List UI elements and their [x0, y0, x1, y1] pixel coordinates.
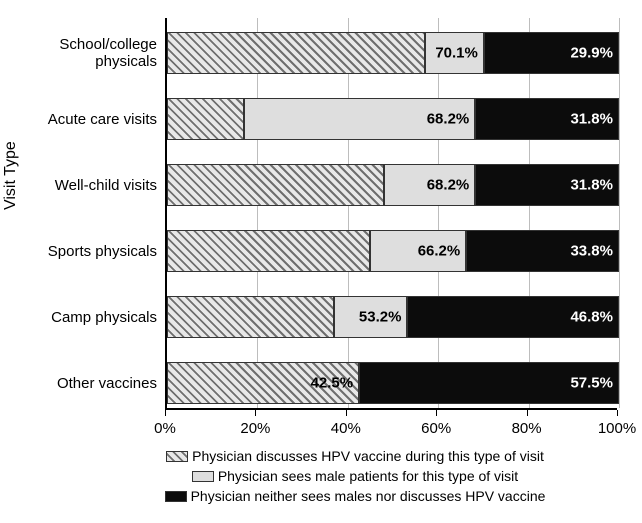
bar-value-label: 31.8%	[570, 111, 613, 128]
bar-value-label: 57.5%	[570, 375, 613, 392]
grid-line	[438, 18, 439, 408]
x-tick-label: 0%	[154, 420, 176, 437]
bar-value-label: 31.8%	[570, 177, 613, 194]
bar-segment	[167, 98, 244, 140]
x-tick-label: 80%	[512, 420, 542, 437]
legend-item: Physician sees male patients for this ty…	[192, 468, 518, 484]
x-tick-label: 40%	[331, 420, 361, 437]
bar-segment	[167, 32, 425, 74]
x-tick	[346, 410, 347, 416]
category-label: Camp physicals	[17, 309, 157, 326]
plot-area: 70.1% 29.9% 68.2% 31.8% 68.2% 31.8% 66.2% 33.8%…	[165, 18, 617, 410]
bar-row: 53.2% 46.8%	[167, 296, 617, 338]
x-tick	[617, 410, 618, 416]
bar-value-label: 68.2%	[427, 111, 470, 128]
grid-line	[619, 18, 620, 408]
chart-container: Visit Type School/collegephysicalsAcute …	[10, 10, 632, 513]
bar-row: 42.5% 57.5%	[167, 362, 617, 404]
x-tick-label: 100%	[598, 420, 636, 437]
grid-line	[348, 18, 349, 408]
grid-line	[529, 18, 530, 408]
bar-value-label: 66.2%	[418, 243, 461, 260]
legend-swatch	[166, 451, 188, 462]
legend-label: Physician discusses HPV vaccine during t…	[192, 448, 544, 464]
bar-row: 68.2% 31.8%	[167, 98, 617, 140]
bar-value-label: 33.8%	[570, 243, 613, 260]
x-tick	[436, 410, 437, 416]
x-tick	[165, 410, 166, 416]
bar-segment	[167, 230, 370, 272]
category-label: Sports physicals	[17, 243, 157, 260]
legend-label: Physician neither sees males nor discuss…	[191, 488, 546, 504]
x-tick	[527, 410, 528, 416]
category-label: Other vaccines	[17, 375, 157, 392]
bar-value-label: 42.5%	[311, 375, 354, 392]
legend-label: Physician sees male patients for this ty…	[218, 468, 518, 484]
legend-swatch	[165, 491, 187, 502]
grid-line	[257, 18, 258, 408]
bar-row: 66.2% 33.8%	[167, 230, 617, 272]
bar-row: 68.2% 31.8%	[167, 164, 617, 206]
legend: Physician discusses HPV vaccine during t…	[110, 448, 610, 508]
bar-value-label: 29.9%	[570, 45, 613, 62]
bar-value-label: 46.8%	[570, 309, 613, 326]
bar-value-label: 53.2%	[359, 309, 402, 326]
category-label: School/collegephysicals	[17, 36, 157, 71]
legend-swatch	[192, 471, 214, 482]
x-tick	[255, 410, 256, 416]
category-label: Well-child visits	[17, 177, 157, 194]
bar-segment	[167, 164, 384, 206]
legend-item: Physician discusses HPV vaccine during t…	[166, 448, 544, 464]
bar-segment	[167, 296, 334, 338]
legend-item: Physician neither sees males nor discuss…	[165, 488, 546, 504]
bar-value-label: 68.2%	[427, 177, 470, 194]
x-tick-label: 20%	[240, 420, 270, 437]
x-tick-label: 60%	[421, 420, 451, 437]
category-label: Acute care visits	[17, 111, 157, 128]
bar-value-label: 70.1%	[435, 45, 478, 62]
bar-row: 70.1% 29.9%	[167, 32, 617, 74]
